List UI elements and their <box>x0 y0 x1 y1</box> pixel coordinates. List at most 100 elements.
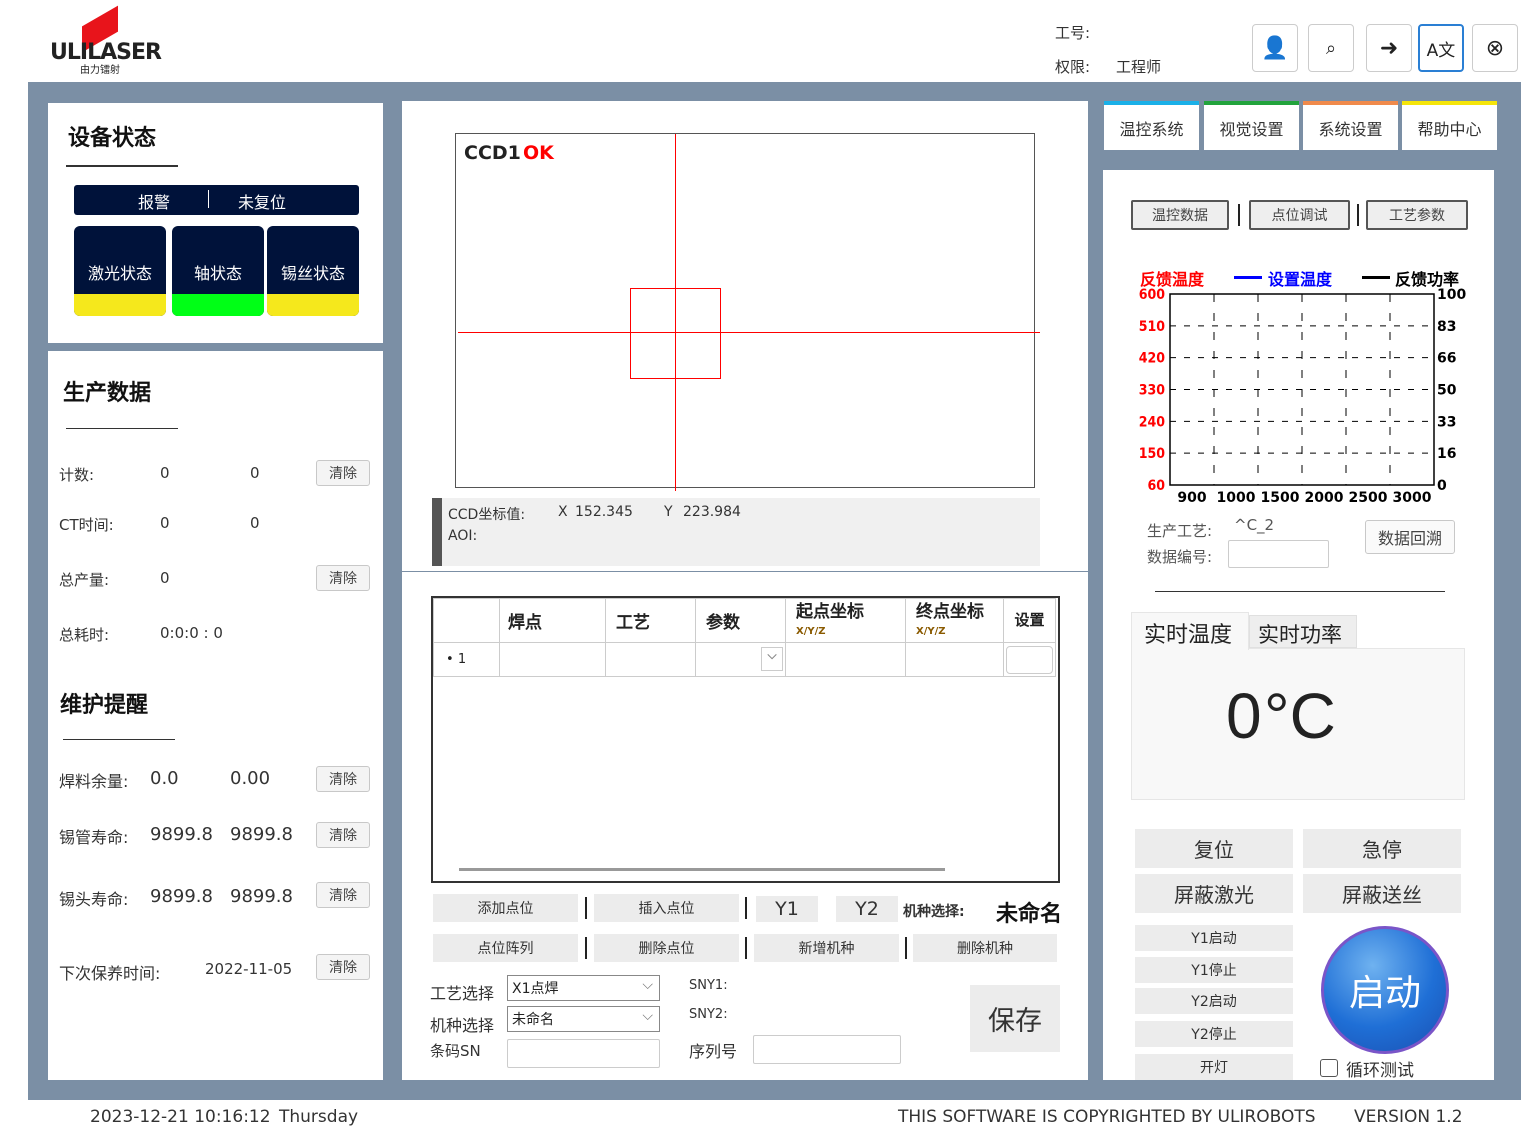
cell[interactable] <box>785 642 906 677</box>
total-output-label: 总产量: <box>59 571 110 589</box>
tip-life-label: 锡头寿命: <box>59 890 129 909</box>
chevron-down-icon: ⌵ <box>761 647 783 671</box>
permission-value: 工程师 <box>1116 58 1162 76</box>
tab-vision-settings[interactable]: 视觉设置 <box>1204 101 1299 150</box>
coord-label: CCD坐标值: <box>448 507 526 523</box>
status-datetime: 2023-12-21 10:16:12 <box>90 1107 271 1127</box>
axis-status-indicator <box>172 294 264 316</box>
mask-laser-button[interactable]: 屏蔽激光 <box>1135 874 1293 913</box>
cell[interactable] <box>499 642 606 677</box>
y-left-tick-label: 420 <box>1139 351 1166 367</box>
translate-button[interactable]: A文 <box>1418 24 1464 72</box>
y-left-tick-label: 330 <box>1139 383 1166 399</box>
col-header: 设置 <box>1003 598 1056 643</box>
horizontal-scrollbar[interactable] <box>459 868 945 871</box>
live-power-tab[interactable]: 实时功率 <box>1249 615 1357 648</box>
legend-feedback-power: 反馈功率 <box>1395 270 1460 289</box>
add-point-button[interactable]: 添加点位 <box>433 894 578 922</box>
model-select-form-label: 机种选择 <box>430 1016 495 1035</box>
settings-cell-button[interactable] <box>1003 642 1056 677</box>
user-button[interactable]: 👤 <box>1252 24 1298 72</box>
ct-time-value-1: 0 <box>160 514 170 532</box>
add-model-button[interactable]: 新增机种 <box>754 934 899 962</box>
process-select[interactable]: X1点焊 <box>507 975 660 1001</box>
separator <box>1357 204 1359 226</box>
col-header: 参数 <box>695 598 786 643</box>
barcode-input[interactable] <box>507 1039 660 1068</box>
ct-time-value-2: 0 <box>250 514 260 532</box>
job-no-label: 工号: <box>1055 24 1091 42</box>
wire-status-label: 锡丝状态 <box>280 264 345 283</box>
col-title: 起点坐标 <box>796 601 864 622</box>
legend-set-temp: 设置温度 <box>1268 270 1333 289</box>
status-weekday: Thursday <box>279 1107 359 1127</box>
tip-life-value-1: 9899.8 <box>150 886 213 907</box>
y2-start-button[interactable]: Y2启动 <box>1135 988 1293 1014</box>
axis-status-label: 轴状态 <box>193 264 242 283</box>
insert-point-button[interactable]: 插入点位 <box>594 894 739 922</box>
coord-y-label: Y <box>664 504 673 520</box>
estop-button[interactable]: 急停 <box>1303 829 1461 868</box>
loop-test-label: 循环测试 <box>1346 1061 1414 1081</box>
clear-count-button[interactable]: 清除 <box>316 460 370 486</box>
laser-status-indicator <box>74 294 166 316</box>
light-button[interactable]: 开灯 <box>1135 1054 1293 1080</box>
cell[interactable] <box>605 642 696 677</box>
y-left-tick-label: 510 <box>1139 319 1166 335</box>
data-replay-button[interactable]: 数据回溯 <box>1365 520 1455 554</box>
delete-model-button[interactable]: 删除机种 <box>913 934 1057 962</box>
clear-tip-button[interactable]: 清除 <box>316 882 370 908</box>
param-dropdown[interactable]: ⌵ <box>695 642 786 677</box>
model-select-dropdown[interactable]: 未命名 <box>507 1006 660 1032</box>
separator <box>745 897 747 919</box>
clear-maintenance-button[interactable]: 清除 <box>316 954 370 980</box>
divider <box>1155 591 1445 592</box>
tab-help-center[interactable]: 帮助中心 <box>1402 101 1497 150</box>
tab-temp-control[interactable]: 温控系统 <box>1104 101 1199 150</box>
logout-button[interactable]: ➜ <box>1366 24 1412 72</box>
y1-stop-button[interactable]: Y1停止 <box>1135 957 1293 983</box>
user-search-button[interactable]: ⌕ <box>1308 24 1354 72</box>
reset-button[interactable]: 复位 <box>1135 829 1293 868</box>
target-box <box>630 288 721 379</box>
user-icon: 👤 <box>1261 35 1289 61</box>
points-table: 焊点 工艺 参数 起点坐标 X/Y/Z 终点坐标 X/Y/Z 设置 • 1 ⌵ <box>431 596 1060 883</box>
tip-life-value-2: 9899.8 <box>230 886 293 907</box>
permission-label: 权限: <box>1055 58 1091 76</box>
process-label: 生产工艺: <box>1147 522 1213 540</box>
clear-tube-button[interactable]: 清除 <box>316 822 370 848</box>
x-tick-label: 3000 <box>1393 490 1432 506</box>
col-header: 工艺 <box>605 598 696 643</box>
process-value: ^C_2 <box>1234 516 1275 534</box>
table-row[interactable]: • 1 ⌵ <box>433 642 1056 677</box>
y2-stop-button[interactable]: Y2停止 <box>1135 1021 1293 1047</box>
loop-test-checkbox[interactable] <box>1320 1059 1338 1077</box>
separator <box>905 937 907 959</box>
point-array-button[interactable]: 点位阵列 <box>433 934 578 962</box>
save-button[interactable]: 保存 <box>970 985 1060 1052</box>
live-temp-tab[interactable]: 实时温度 <box>1131 612 1249 650</box>
aoi-label: AOI: <box>448 528 478 544</box>
serial-input[interactable] <box>753 1035 901 1064</box>
y1-start-button[interactable]: Y1启动 <box>1135 925 1293 951</box>
clear-solder-button[interactable]: 清除 <box>316 766 370 792</box>
temp-data-tab[interactable]: 温控数据 <box>1131 200 1229 230</box>
y2-button[interactable]: Y2 <box>836 896 898 922</box>
serial-label: 序列号 <box>689 1042 738 1061</box>
data-no-input[interactable] <box>1228 540 1329 568</box>
clear-output-button[interactable]: 清除 <box>316 565 370 591</box>
axis-status: 轴状态 <box>172 226 264 316</box>
tab-system-settings[interactable]: 系统设置 <box>1303 101 1398 150</box>
y1-button[interactable]: Y1 <box>756 896 818 922</box>
delete-point-button[interactable]: 删除点位 <box>594 934 739 962</box>
x-tick-label: 900 <box>1177 490 1206 506</box>
close-button[interactable]: ⊗ <box>1472 24 1518 72</box>
cell[interactable] <box>905 642 1004 677</box>
point-debug-tab[interactable]: 点位调试 <box>1249 200 1350 230</box>
mask-feed-button[interactable]: 屏蔽送丝 <box>1303 874 1461 913</box>
start-button[interactable]: 启动 <box>1321 926 1449 1054</box>
process-params-tab[interactable]: 工艺参数 <box>1366 200 1468 230</box>
user-search-icon: ⌕ <box>1325 37 1337 59</box>
separator <box>585 897 587 919</box>
coord-y-value: 223.984 <box>683 504 741 520</box>
